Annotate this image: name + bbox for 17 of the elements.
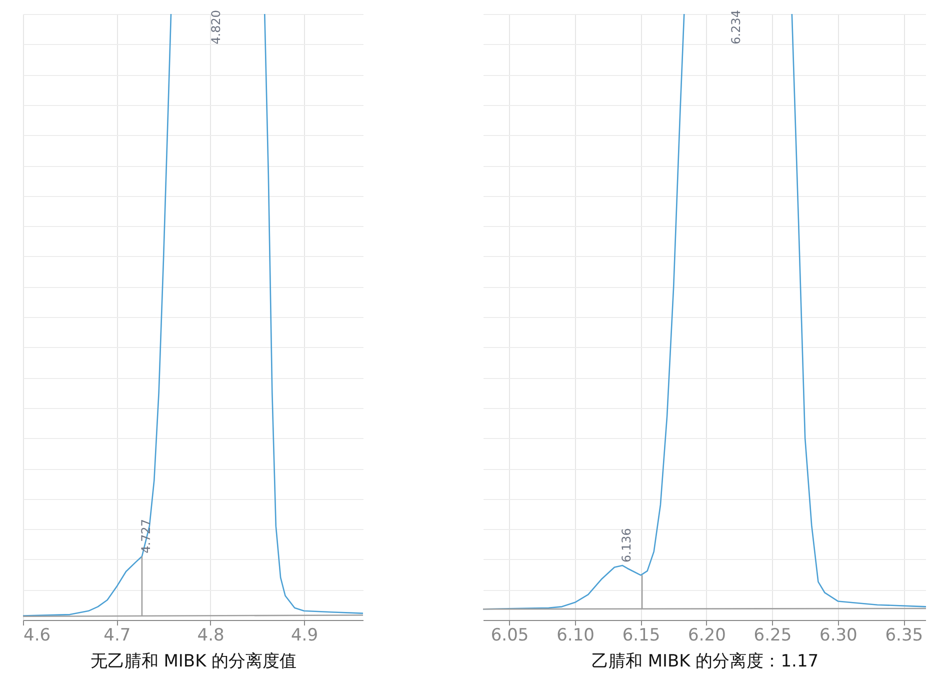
x-tick-label: 4.7	[104, 626, 131, 646]
x-tick-label: 6.20	[688, 626, 726, 646]
x-tick-label: 4.6	[24, 626, 51, 646]
x-tick-label: 4.8	[197, 626, 224, 646]
annotation: 6.234	[729, 10, 744, 44]
x-tick-label: 6.10	[556, 626, 594, 646]
annotation: 6.136	[619, 528, 634, 562]
annotation: 4.727	[138, 519, 153, 554]
x-tick-label: 6.05	[490, 626, 529, 646]
annotation: 4.820	[208, 10, 223, 44]
x-axis-title: 乙腈和 MIBK 的分离度：1.17	[591, 652, 819, 672]
x-tick-label: 6.15	[622, 626, 660, 646]
x-tick-label: 6.35	[885, 626, 924, 646]
x-axis-title: 无乙腈和 MIBK 的分离度值	[90, 652, 297, 672]
x-tick-label: 6.30	[819, 626, 858, 646]
x-tick-label: 4.9	[290, 626, 318, 646]
x-tick-label: 6.25	[754, 626, 792, 646]
